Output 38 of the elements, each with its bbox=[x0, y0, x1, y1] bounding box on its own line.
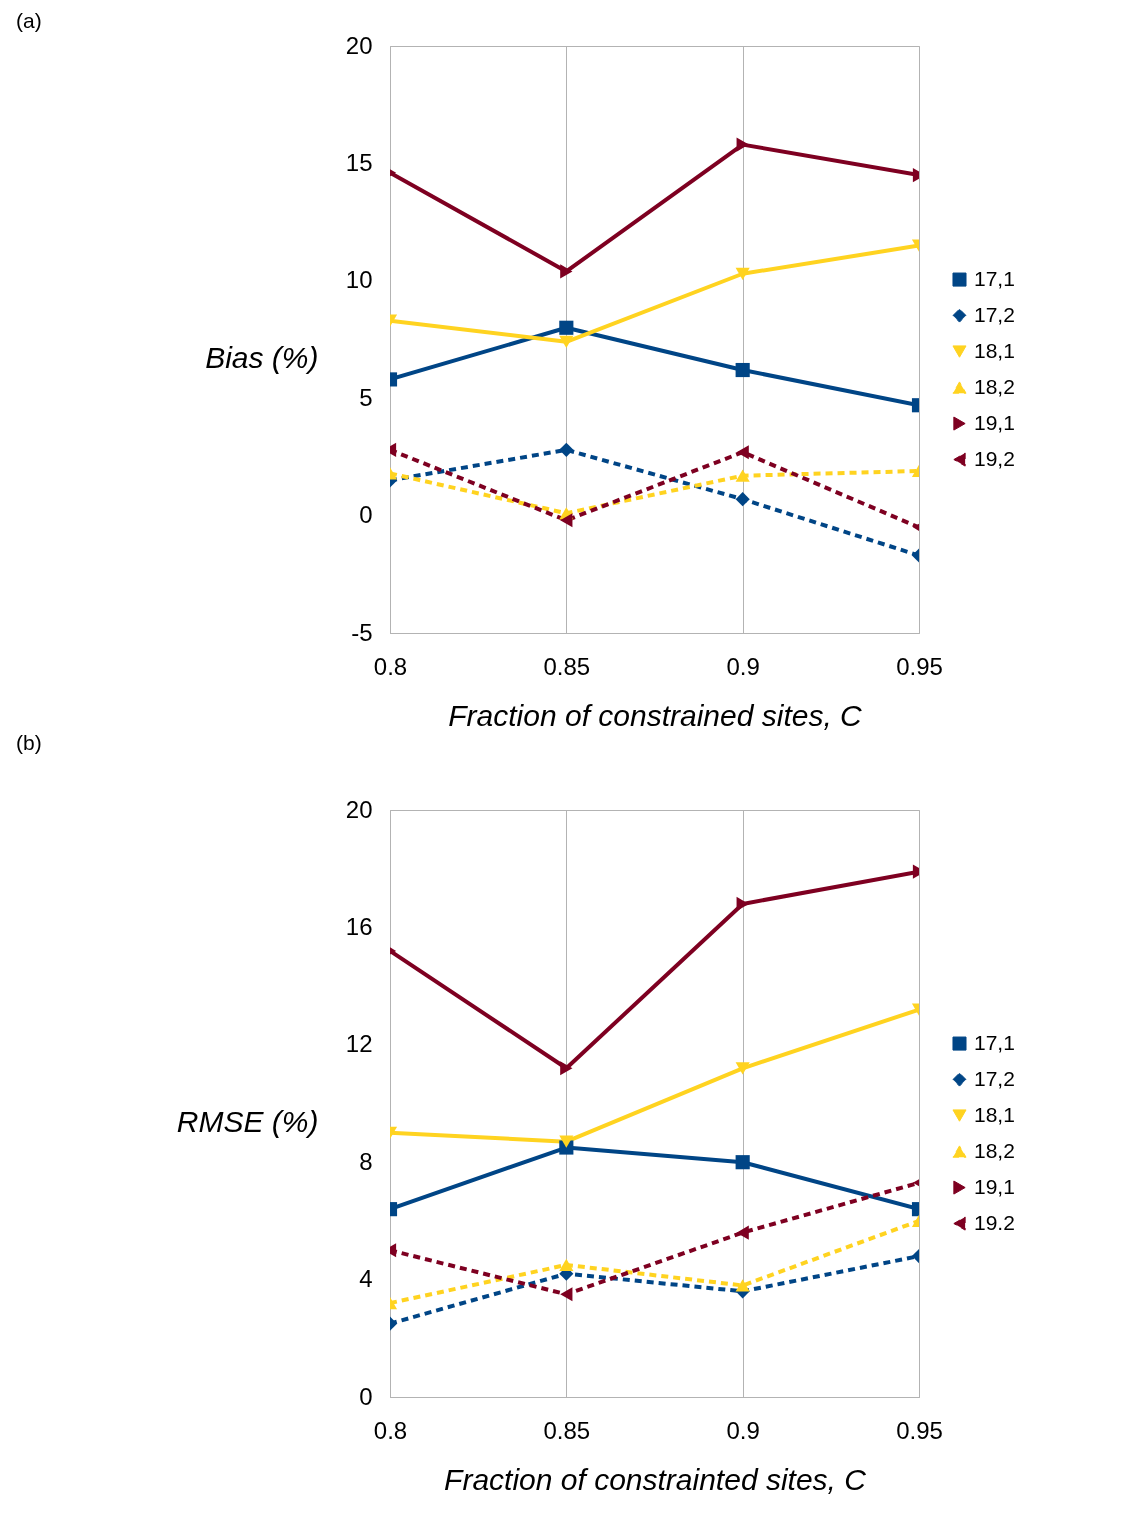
x-axis-title: Fraction of constrained sites, C bbox=[448, 698, 863, 732]
legend-label: 19,1 bbox=[974, 1174, 1015, 1198]
legend-label: 19,2 bbox=[974, 446, 1015, 470]
x-tick-label: 0.85 bbox=[543, 652, 591, 680]
y-tick-label: 8 bbox=[359, 1147, 373, 1175]
y-axis-title: RMSE (%) bbox=[176, 1105, 319, 1139]
y-tick-label: 16 bbox=[345, 912, 373, 940]
y-tick-label: 20 bbox=[345, 795, 373, 823]
legend-label: 19.2 bbox=[974, 1210, 1015, 1234]
y-tick-label: 10 bbox=[345, 266, 373, 294]
legend-label: 17,1 bbox=[974, 266, 1015, 290]
legend-label: 18,2 bbox=[974, 374, 1015, 398]
legend-label: 17,2 bbox=[974, 302, 1015, 326]
legend-label: 18,1 bbox=[974, 1102, 1015, 1126]
x-tick-label: 0.9 bbox=[726, 1416, 760, 1444]
y-tick-label: 20 bbox=[345, 31, 373, 59]
legend-label: 17,1 bbox=[974, 1030, 1015, 1054]
x-tick-label: 0.8 bbox=[373, 652, 408, 680]
y-tick-label: 12 bbox=[345, 1030, 373, 1058]
x-axis-title: Fraction of constrainted sites, C bbox=[444, 1462, 867, 1496]
legend-label: 19,1 bbox=[974, 410, 1015, 434]
x-tick-label: 0.95 bbox=[896, 1416, 943, 1444]
y-tick-label: 0 bbox=[359, 1382, 373, 1410]
y-tick-label: 4 bbox=[359, 1265, 373, 1293]
x-tick-label: 0.9 bbox=[726, 652, 760, 680]
x-tick-label: 0.85 bbox=[543, 1416, 591, 1444]
x-tick-label: 0.8 bbox=[373, 1416, 408, 1444]
x-tick-label: 0.95 bbox=[896, 652, 943, 680]
y-tick-label: 5 bbox=[359, 383, 373, 411]
y-axis-title: Bias (%) bbox=[205, 341, 319, 375]
legend-label: 18,1 bbox=[974, 338, 1015, 362]
legend-label: 17,2 bbox=[974, 1066, 1015, 1090]
y-tick-label: 0 bbox=[359, 501, 373, 529]
text: (b) bbox=[16, 731, 42, 754]
text: (a) bbox=[16, 9, 42, 32]
legend-label: 18,2 bbox=[974, 1138, 1015, 1162]
y-tick-label: -5 bbox=[351, 618, 373, 646]
y-tick-label: 15 bbox=[345, 148, 373, 176]
